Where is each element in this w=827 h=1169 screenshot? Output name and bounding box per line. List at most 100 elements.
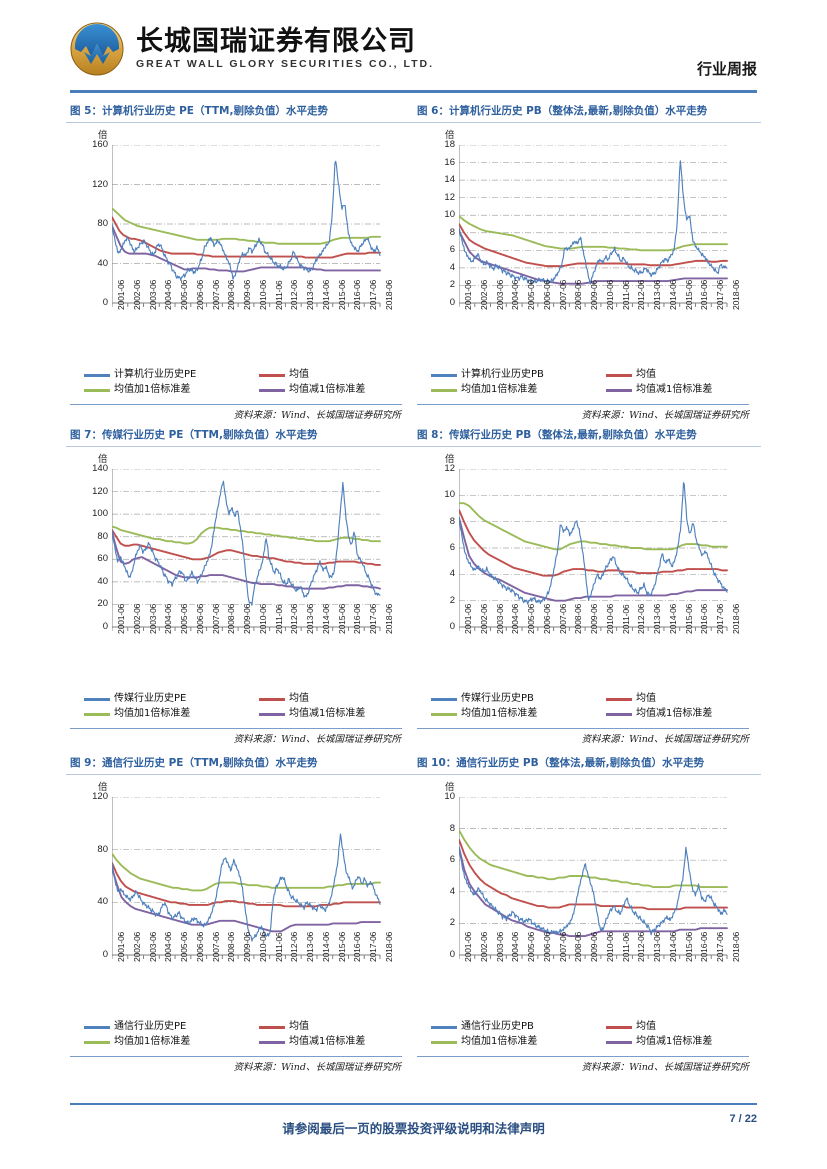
x-axis-tick-label: 2005-06 [179,931,190,962]
x-axis-tick-label: 2014-06 [320,279,331,310]
legend-item-value: 计算机行业历史PB [431,369,606,381]
page-header: 长城国瑞证券有限公司 GREAT WALL GLORY SECURITIES C… [0,0,827,96]
x-axis-tick-label: 2016-06 [699,279,710,310]
x-axis-tick-label: 2009-06 [589,279,600,310]
legend-color-swatch-icon [431,1040,457,1044]
figure-source-note: 资料来源：Wind、长城国瑞证券研究所 [581,1062,749,1073]
x-axis-tick-label: 2017-06 [715,603,726,634]
legend-color-swatch-icon [84,373,110,377]
y-axis-tick-label: 20 [97,598,108,610]
legend-item-plus-1sd: 均值加1倍标准差 [431,1036,606,1048]
chart-legend-fig5: 计算机行业历史PE 均值 均值加1倍标准差 均值减1倍标准差 [84,369,404,396]
y-axis-tick-label: 60 [97,553,108,565]
x-axis-tick-label: 2001-06 [116,279,126,310]
figure-cell-fig6: 图 6：计算机行业历史 PB（整体法,最新,剔除负值）水平走势倍 0 2 4 6 8 10 1… [413,104,761,428]
legend-label: 均值加1倍标准差 [114,1036,191,1047]
legend-item-value: 计算机行业历史PE [84,369,259,381]
x-axis-tick-label: 2002-06 [131,279,142,310]
legend-label: 均值减1倍标准差 [636,1036,713,1047]
legend-item-mean: 均值 [259,369,409,381]
line-chart-svg-fig9 [112,797,384,965]
y-axis-tick-label: 120 [92,178,108,190]
y-axis-unit-label: 倍 [445,454,455,465]
series-line-mean [459,223,728,268]
x-axis-tick-label: 2002-06 [478,931,489,962]
chart-plot-area-fig5: 倍 0 40 80 120 160 2001-06 2002-06 2003-06 2004-06… [66,127,413,342]
x-axis-tick-label: 2003-06 [494,279,505,310]
x-axis-tick-label: 2014-06 [667,279,678,310]
x-axis-tick-label: 2009-06 [242,603,253,634]
y-axis-tick-label: 120 [92,791,108,802]
legend-label: 均值减1倍标准差 [636,708,713,719]
figure-title-divider [66,446,413,447]
legend-color-swatch-icon [259,697,285,701]
figure-cell-fig7: 图 7：传媒行业历史 PE（TTM,剔除负值）水平走势倍 0 20 40 60 80 100… [66,428,413,756]
line-chart-svg-fig10 [459,797,731,965]
legend-label: 均值加1倍标准差 [461,708,538,719]
line-chart-svg-fig5 [112,145,384,313]
x-axis-tick-label: 2007-06 [210,931,221,962]
legend-item-value: 传媒行业历史PB [431,693,606,705]
series-line-mean [112,528,381,566]
figure-title-fig8: 图 8：传媒行业历史 PB（整体法,最新,剔除负值）水平走势 [417,429,697,441]
y-axis-tick-label: 40 [97,575,108,587]
x-axis-tick-label: 2017-06 [715,279,726,310]
x-axis-tick-label: 2012-06 [636,279,647,310]
x-axis-tick-label: 2008-06 [573,279,584,310]
series-line-value [112,480,381,606]
y-axis-tick-label: 14 [444,174,455,186]
legend-item-plus-1sd: 均值加1倍标准差 [84,708,259,720]
legend-item-value: 传媒行业历史PE [84,693,259,705]
y-axis-tick-label: 6 [449,854,455,866]
x-axis-tick-label: 2017-06 [715,931,726,962]
figure-title-divider [413,122,761,123]
x-axis-tick-label: 2003-06 [147,279,158,310]
x-axis-tick-label: 2018-06 [731,279,741,310]
x-axis-tick-label: 2006-06 [541,931,552,962]
x-axis-tick-label: 2005-06 [179,279,190,310]
footer-disclaimer: 请参阅最后一页的股票投资评级说明和法律声明 [282,1121,545,1136]
x-axis-tick-label: 2010-06 [257,603,268,634]
figure-source-note: 资料来源：Wind、长城国瑞证券研究所 [581,410,749,421]
legend-label: 均值加1倍标准差 [461,1036,538,1047]
series-line-plus1sd [459,829,728,889]
x-axis-tick-label: 2011-06 [620,604,631,634]
x-axis-tick-label: 2013-06 [305,931,316,962]
chart-legend-fig10: 通信行业历史PB 均值 均值加1倍标准差 均值减1倍标准差 [431,1021,751,1048]
x-axis-tick-label: 2014-06 [667,931,678,962]
y-axis-tick-label: 0 [102,949,108,960]
x-axis-tick-label: 2017-06 [368,279,379,310]
legend-item-mean: 均值 [606,1021,756,1033]
x-axis-tick-label: 2013-06 [305,603,316,634]
y-axis-unit-label: 倍 [445,782,455,793]
legend-label: 均值 [636,369,656,380]
source-divider [70,728,402,729]
legend-color-swatch-icon [84,388,110,392]
x-axis-tick-label: 2016-06 [699,931,710,962]
y-axis-tick-label: 0 [102,621,108,632]
x-axis-tick-label: 2010-06 [604,279,615,310]
legend-color-swatch-icon [606,712,632,716]
series-line-plus1sd [112,852,381,892]
x-axis-tick-label: 2001-06 [463,279,473,310]
legend-color-swatch-icon [84,712,110,716]
x-axis-tick-label: 2016-06 [352,279,363,310]
legend-color-swatch-icon [259,388,285,392]
y-axis-tick-label: 0 [449,621,455,632]
series-line-value [459,160,728,285]
legend-label: 计算机行业历史PE [114,369,197,380]
x-axis-tick-label: 2016-06 [699,603,710,634]
x-axis-tick-label: 2005-06 [526,603,537,634]
x-axis-tick-label: 2007-06 [557,931,568,962]
figure-source-note: 资料来源：Wind、长城国瑞证券研究所 [233,410,401,421]
x-axis-tick-label: 2006-06 [541,603,552,634]
x-axis-tick-label: 2013-06 [305,279,316,310]
x-axis-tick-label: 2011-06 [273,280,284,310]
chart-plot-area-fig9: 倍 0 40 80 120 2001-06 2002-06 2003-06 2004-06 200… [66,779,413,994]
x-axis-tick-label: 2014-06 [320,603,331,634]
figure-title-fig5: 图 5：计算机行业历史 PE（TTM,剔除负值）水平走势 [70,105,328,117]
y-axis-tick-label: 4 [449,885,455,897]
footer-divider [70,1103,757,1105]
y-axis-tick-label: 80 [97,530,108,542]
y-axis-tick-label: 80 [97,218,108,229]
